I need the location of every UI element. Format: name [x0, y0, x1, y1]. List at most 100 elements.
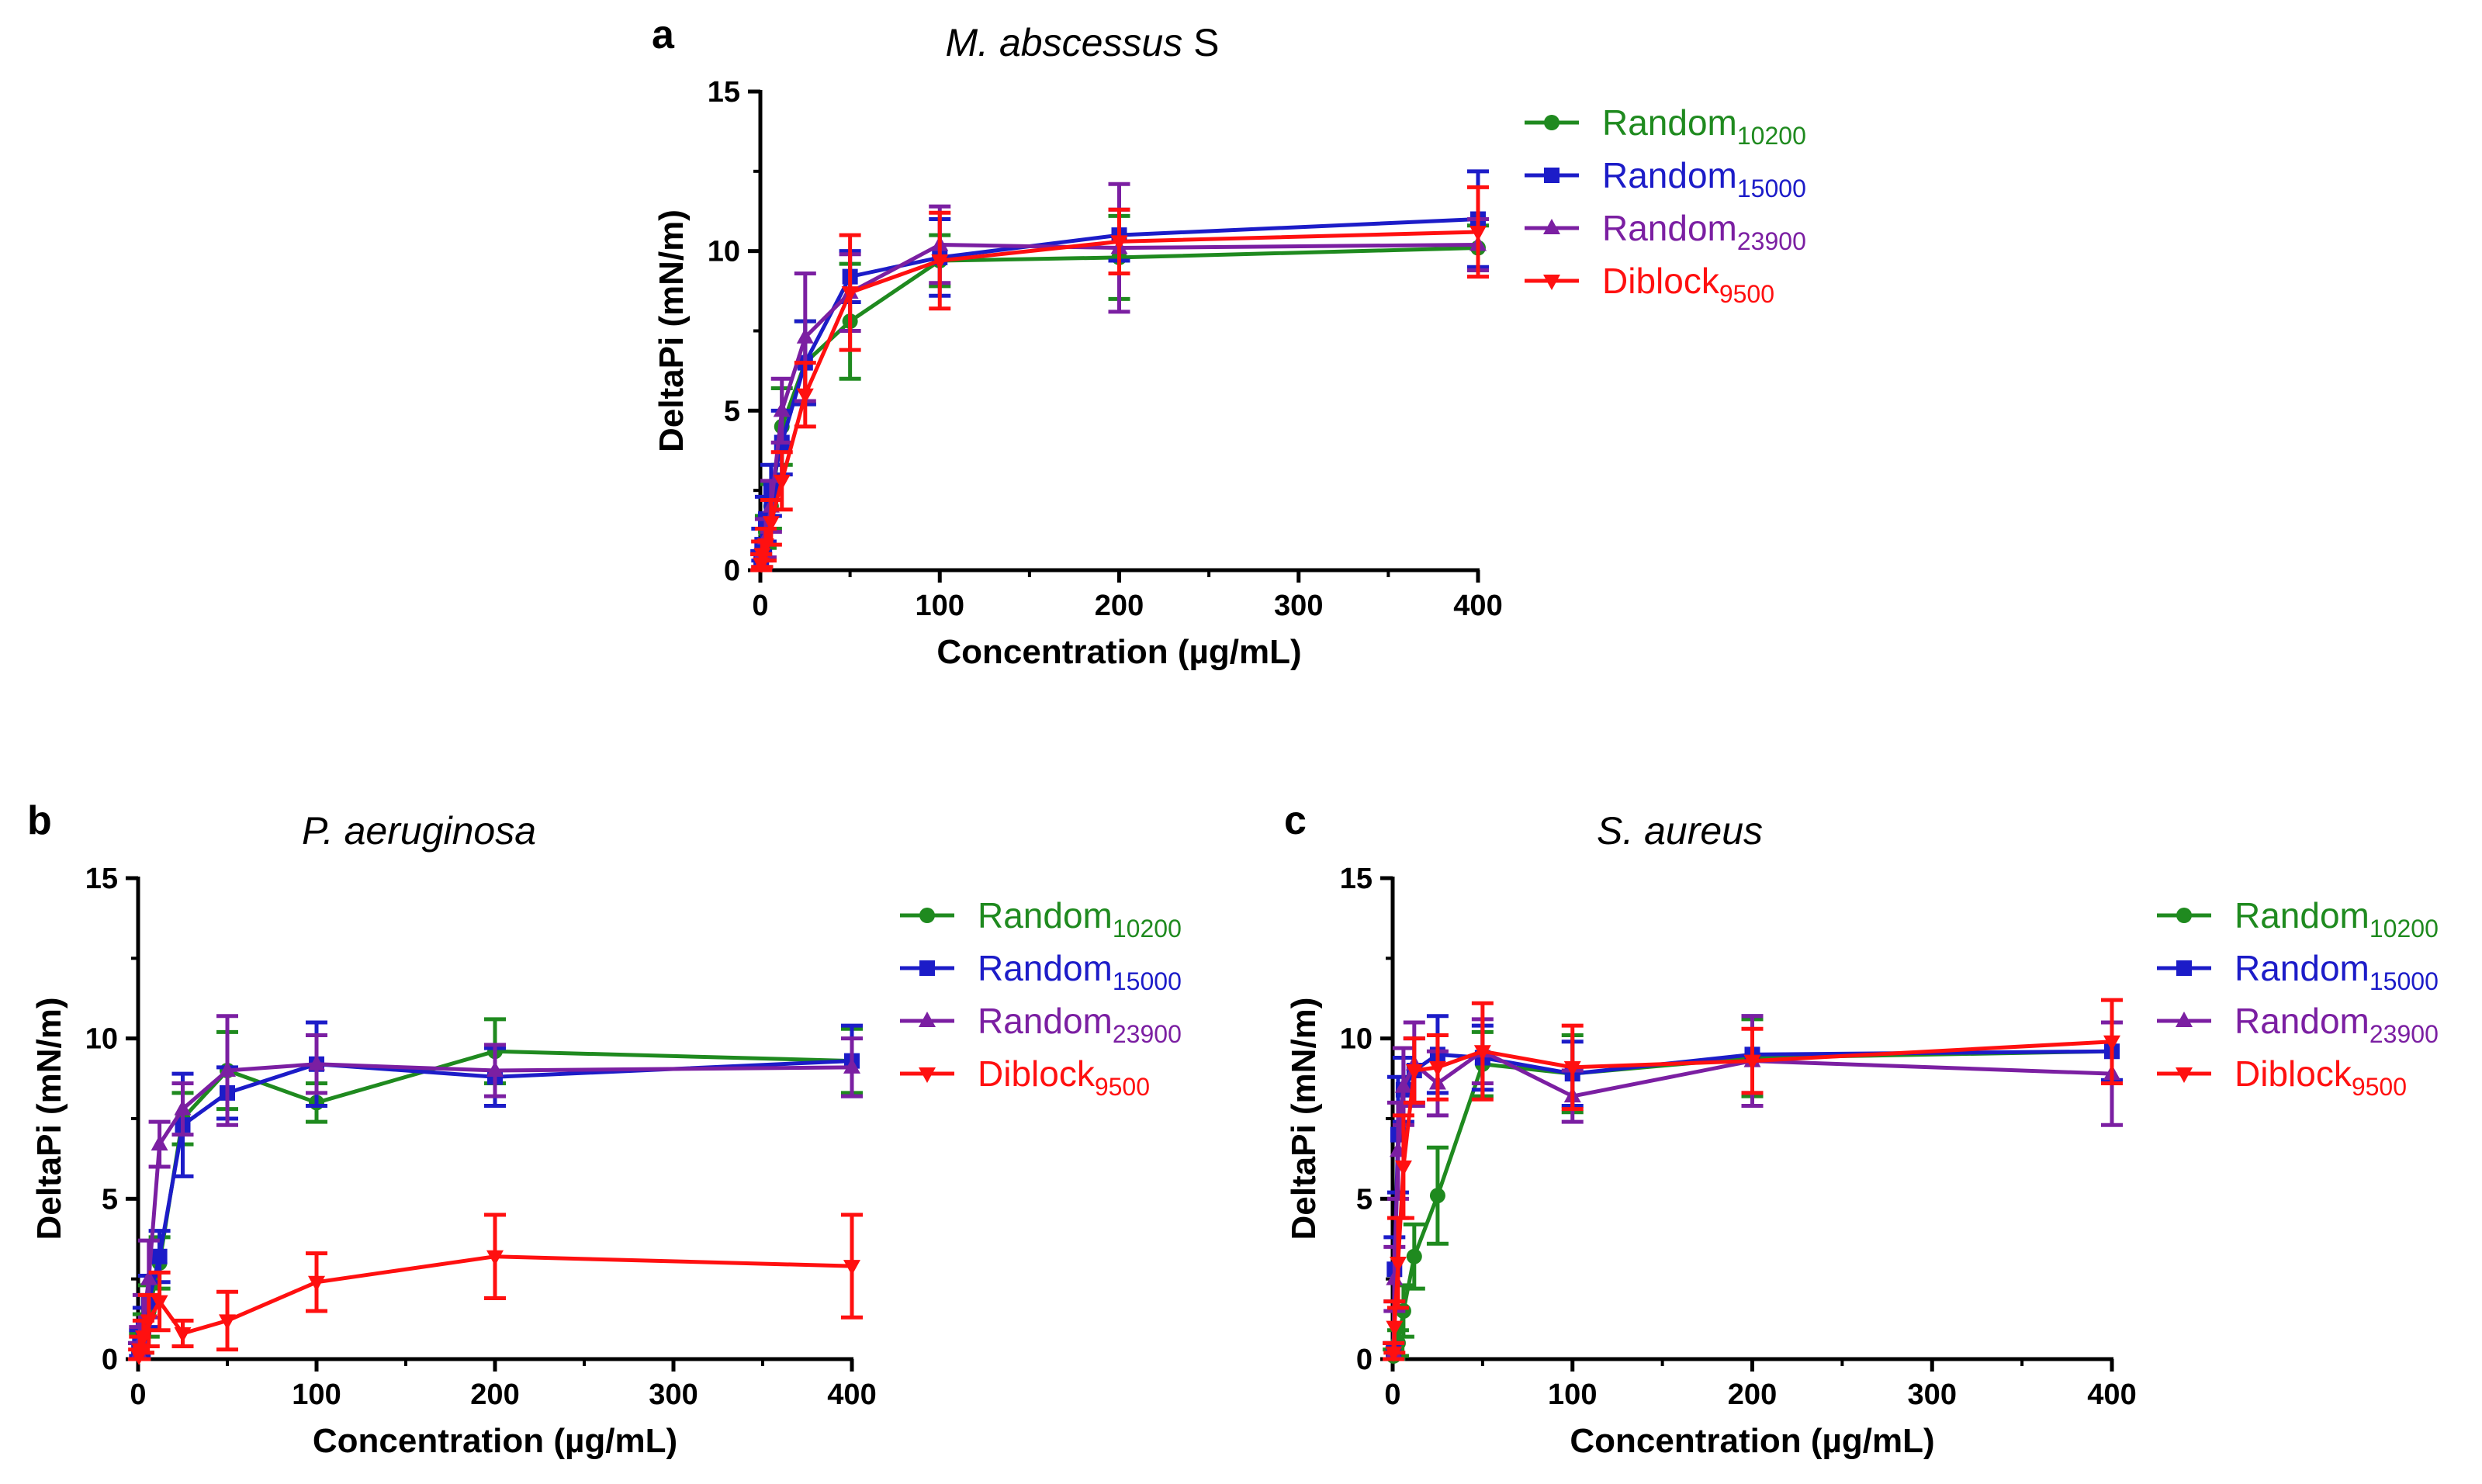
data-point [174, 1327, 192, 1343]
series-Diblock9500 [128, 1212, 863, 1365]
y-tick-label: 10 [85, 1023, 118, 1056]
data-point [1743, 1054, 1761, 1071]
y-tick-label: 0 [1356, 1344, 1373, 1376]
data-point [1110, 235, 1128, 251]
legend-entry: Random10200 [2234, 895, 2439, 943]
data-point [151, 1248, 168, 1264]
data-point [1385, 1346, 1403, 1362]
x-tick-label: 100 [1548, 1378, 1597, 1411]
legend-marker [919, 908, 935, 923]
x-tick-label: 200 [1095, 590, 1144, 622]
data-point [773, 401, 791, 417]
data-point [843, 1057, 860, 1074]
data-point [486, 1250, 504, 1266]
x-tick-label: 100 [916, 590, 964, 622]
x-tick-label: 400 [2087, 1378, 2136, 1411]
data-point [843, 1260, 860, 1276]
panel-b-chart: b P. aeruginosa 0 5 10 15 0 100 200 300 400 Concent… [27, 798, 1182, 1460]
legend: Random10200Random15000Random23900Diblock… [900, 895, 1182, 1101]
x-tick-label: 300 [1274, 590, 1323, 622]
y-axis-label: DeltaPi (mN/m) [1285, 998, 1323, 1240]
legend-name: Random [2234, 1001, 2369, 1041]
y-axis-label: DeltaPi (mN/m) [653, 209, 691, 452]
data-point [1389, 1257, 1407, 1272]
legend: Random10200Random15000Random23900Diblock… [2157, 895, 2439, 1101]
legend-name: Random [2234, 948, 2369, 988]
legend-subscript: 9500 [1095, 1073, 1150, 1101]
x-tick-label: 300 [649, 1378, 698, 1411]
y-tick-label: 5 [102, 1183, 118, 1216]
y-tick-label: 0 [102, 1344, 118, 1376]
y-axis-label: DeltaPi (mN/m) [30, 998, 68, 1240]
data-point [1473, 1045, 1491, 1061]
data-point [151, 1295, 168, 1311]
data-point [2103, 1035, 2120, 1051]
x-tick-label: 200 [1728, 1378, 1777, 1411]
legend-entry: Diblock9500 [1602, 261, 1774, 308]
legend-marker [1544, 115, 1559, 130]
data-point [796, 327, 814, 344]
x-tick-label: 0 [752, 590, 768, 622]
legend-name: Diblock [1602, 261, 1720, 301]
legend-marker [1543, 275, 1560, 290]
x-tick-label: 400 [827, 1378, 876, 1411]
data-point [1405, 1064, 1423, 1080]
x-tick-label: 200 [470, 1378, 519, 1411]
legend: Random10200Random15000Random23900Diblock… [1525, 102, 1806, 308]
data-point [140, 1314, 158, 1330]
legend-entry: Random10200 [1602, 102, 1806, 150]
legend-subscript: 23900 [1113, 1020, 1182, 1048]
data-point [1563, 1060, 1581, 1077]
chart-title-organism: P. aeruginosa [302, 809, 536, 853]
series-line [137, 1254, 853, 1357]
legend-name: Random [978, 1001, 1113, 1041]
data-point [140, 1269, 158, 1285]
x-tick-label: 100 [292, 1378, 341, 1411]
legend-entry: Diblock9500 [2234, 1053, 2407, 1101]
panel-letter: b [27, 798, 52, 843]
x-axis-label: Concentration (µg/mL) [1570, 1422, 1934, 1460]
y-tick-label: 10 [1340, 1023, 1373, 1056]
legend-name: Random [978, 948, 1113, 988]
legend-entry: Random23900 [978, 1001, 1182, 1048]
y-tick-label: 15 [85, 863, 118, 895]
panel-c-chart: c S. aureus 0 5 10 15 0 100 200 300 400 Concentrati… [1284, 798, 2439, 1460]
legend-marker [2176, 1067, 2193, 1083]
y-tick-label: 0 [724, 555, 740, 587]
panel-a-chart: a M. abscessus S 0 5 10 15 0 100 200 300 400 Concen… [652, 12, 1806, 671]
data-point [796, 388, 814, 404]
legend-marker [2176, 1012, 2193, 1027]
data-point [219, 1061, 236, 1077]
x-tick-label: 0 [1384, 1378, 1400, 1411]
legend-subscript: 15000 [1113, 967, 1182, 995]
chart-title: P. aeruginosa [302, 809, 536, 853]
data-point [1394, 1161, 1412, 1176]
legend-entry: Random15000 [1602, 155, 1806, 202]
data-point [762, 516, 780, 532]
y-tick-label: 5 [724, 395, 740, 427]
legend-entry: Diblock9500 [978, 1053, 1150, 1101]
data-point [773, 474, 791, 490]
legend-entry: Random10200 [978, 895, 1182, 943]
data-point [308, 1054, 325, 1071]
data-point [841, 286, 859, 303]
series-line [1391, 1049, 2113, 1353]
series-line [1391, 1039, 2113, 1353]
chart-title: M. abscessus S [946, 21, 1220, 64]
legend-subscript: 10200 [2369, 915, 2439, 943]
data-point [1428, 1060, 1446, 1077]
chart-title-suffix: S [1182, 21, 1219, 64]
legend-entry: Random15000 [978, 948, 1182, 995]
data-point [931, 254, 949, 271]
y-tick-label: 10 [708, 236, 740, 268]
data-point [151, 1135, 168, 1151]
legend-subscript: 15000 [2369, 967, 2439, 995]
data-point [219, 1314, 236, 1330]
legend-subscript: 23900 [2369, 1020, 2439, 1048]
legend-name: Random [2234, 895, 2369, 936]
y-tick-label: 15 [708, 76, 740, 109]
legend-marker [2176, 960, 2192, 976]
x-tick-label: 400 [1453, 590, 1502, 622]
data-point [753, 557, 770, 573]
